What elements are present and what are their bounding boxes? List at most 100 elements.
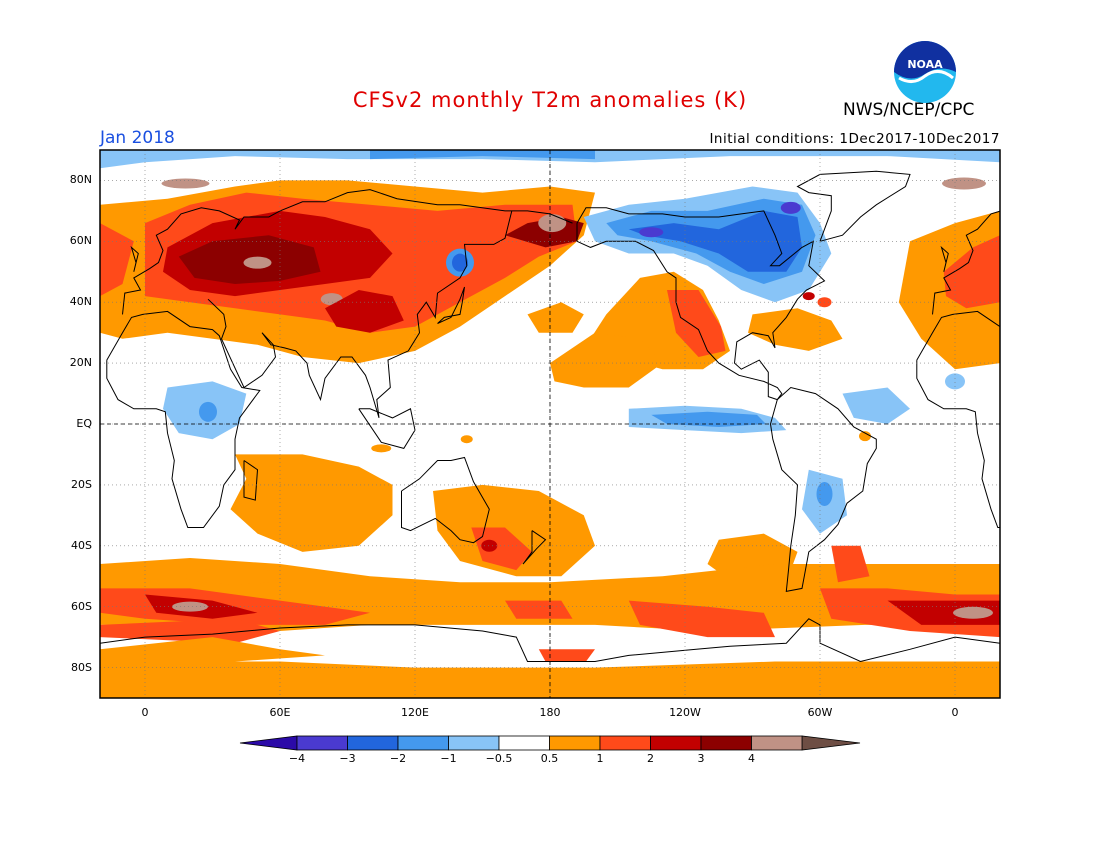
lon-label: 0 [141,706,149,719]
colorbar-swatch [498,735,550,751]
chukotka-warm-4 [538,214,567,233]
north-america-coast [576,207,826,401]
colorbar-label: −0.5 [485,752,513,765]
new-guinea-warm-05 [460,435,473,444]
brazil-warm-05 [859,431,871,442]
colorbar-swatch [549,735,601,751]
colorbar-label: −3 [339,752,356,765]
china-warm-2 [325,290,404,333]
canada-cold-2 [628,210,802,272]
colorbar-swatch [296,735,348,751]
colorbar-swatch [700,735,752,751]
colorbar-under-arrow [239,735,298,751]
lon-label: 60W [807,706,833,719]
colorbar-label: −4 [288,752,306,765]
colorbar-swatch [751,735,803,751]
lat-label: 20N [69,356,92,370]
colorbar-swatch [599,735,651,751]
japan-coast [437,286,465,324]
nw-pacific-warm-05 [527,302,584,333]
colorbar-swatch [650,735,702,751]
colorbar-label: −1 [440,752,457,765]
africa-coast-wrap [916,310,1000,528]
queen-maud-warm-05 [100,637,325,662]
weddell-warm-2 [887,600,1000,625]
colorbar-swatch [347,735,399,751]
argentina-warm-1 [831,545,870,583]
south-indian-belt-warm-4 [172,601,208,612]
amundsen-warm-1 [628,600,775,638]
west-africa-cold-05 [945,373,965,390]
britain-coast [130,245,139,272]
lat-label: 60S [71,599,92,613]
colorbar-label: 4 [748,752,755,765]
australia-coast [401,456,490,544]
indonesia-coast [358,408,416,449]
africa-cold-1 [199,401,217,422]
asia-south-coast [207,210,513,419]
chart-title: CFSv2 monthly T2m anomalies (K) [352,88,748,112]
greenland-warm-4 [942,177,986,190]
lat-label: 80S [71,660,92,674]
initial-conditions: Initial conditions: 1Dec2017-10Dec2017 [709,131,1000,147]
lat-label: 20S [71,477,92,491]
alaska-cold-3 [639,227,664,238]
sw-pacific-warm-05 [433,484,595,577]
lat-label: 40S [71,538,92,552]
colorbar-swatch [448,735,500,751]
west-us-warm-1 [667,290,726,357]
noaa-logo-icon: NOAA [894,41,956,103]
japan-cold-2 [452,253,468,272]
lat-label: 60N [69,234,92,248]
lat-label: EQ [76,417,92,430]
la-nina-cold-1 [651,411,766,427]
colorbar-label: 1 [596,752,604,765]
russia-warm-4 [243,256,272,269]
arctic-cold-core [370,150,595,160]
indonesia-warm-05 [371,444,392,453]
ross-sea-warm-1 [505,600,573,619]
new-zealand-coast [522,530,547,565]
lat-label: 80N [69,173,92,187]
baffin-cold-3 [780,201,801,214]
ross-ice-warm-1 [538,649,595,662]
tasman-warm-1 [471,527,532,571]
weddell-warm-4 [953,606,993,619]
tropical-atlantic-cold-05 [842,387,910,424]
south-indian-warm-05 [230,454,393,552]
ne-us-warm-2 [802,292,815,301]
south-atlantic-warm-05 [185,568,285,585]
lat-label: 40N [69,295,92,309]
antarctica-warm-05 [100,661,1000,698]
tasman-warm-2 [481,539,498,552]
lon-label: 120W [669,706,701,719]
logo-text: NOAA [907,58,943,71]
anomaly-field [100,150,1072,698]
mideast-coast-wrap [1018,299,1072,387]
colorbar-label: −2 [389,752,407,765]
europe-east-warm-1 [943,235,1000,309]
valid-month: Jan 2018 [100,128,175,148]
colorbar-label: 2 [647,752,654,765]
britain-coast-wrap [940,245,949,272]
colorbar-label: 3 [697,752,705,765]
colorbar-over-arrow [801,735,861,751]
eurasia-north-coast [122,189,573,315]
sw-atlantic-warm-05 [748,308,843,351]
europe-coast-wrap [932,210,1000,315]
plot-frame [99,149,1001,699]
issuer-label: NWS/NCEP/CPC [843,100,975,120]
svalbard-warm-4 [161,178,210,189]
central-pacific-warm-05 [550,332,663,388]
samerica-cold-1 [816,482,833,507]
colorbar [239,735,861,751]
africa-coast [106,310,261,528]
lon-label: 120E [401,706,429,719]
greenland-coast [796,170,911,242]
lon-label: 0 [951,706,959,719]
antarctica-coast [100,618,1000,663]
lon-label: 180 [539,706,561,719]
lon-label: 60E [269,706,291,719]
colorbar-swatch [397,735,449,751]
